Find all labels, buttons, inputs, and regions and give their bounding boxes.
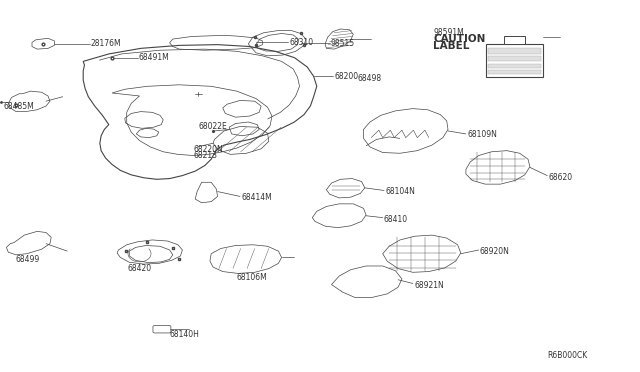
FancyBboxPatch shape — [504, 36, 525, 44]
Text: 68410: 68410 — [384, 215, 408, 224]
Text: 68200: 68200 — [334, 72, 358, 81]
Text: 68310: 68310 — [289, 38, 314, 46]
FancyBboxPatch shape — [486, 44, 543, 77]
Text: LABEL: LABEL — [433, 41, 470, 51]
Text: 68499: 68499 — [16, 255, 40, 264]
Text: 68104N: 68104N — [385, 187, 415, 196]
Text: 68491M: 68491M — [138, 53, 169, 62]
Text: 68106M: 68106M — [237, 273, 268, 282]
Text: 68109N: 68109N — [467, 130, 497, 139]
FancyBboxPatch shape — [488, 48, 541, 54]
Text: 68420: 68420 — [128, 264, 152, 273]
Text: 68498: 68498 — [357, 74, 381, 83]
Text: 68921N: 68921N — [414, 281, 444, 290]
Text: 98515: 98515 — [331, 39, 355, 48]
Text: 68920N: 68920N — [480, 247, 510, 256]
Text: 68485M: 68485M — [3, 102, 34, 110]
Text: 68140H: 68140H — [170, 330, 200, 339]
Text: 68620: 68620 — [548, 173, 573, 182]
Text: 68022E: 68022E — [198, 122, 227, 131]
FancyBboxPatch shape — [488, 64, 541, 68]
Text: 68414M: 68414M — [241, 193, 272, 202]
Text: 98591M: 98591M — [433, 28, 464, 37]
Text: 28176M: 28176M — [91, 39, 122, 48]
Text: 68213: 68213 — [193, 151, 218, 160]
Text: R6B000CK: R6B000CK — [547, 351, 588, 360]
Text: 68220N: 68220N — [193, 145, 223, 154]
FancyBboxPatch shape — [488, 56, 541, 61]
FancyBboxPatch shape — [488, 70, 541, 74]
Text: CAUTION: CAUTION — [433, 34, 486, 44]
